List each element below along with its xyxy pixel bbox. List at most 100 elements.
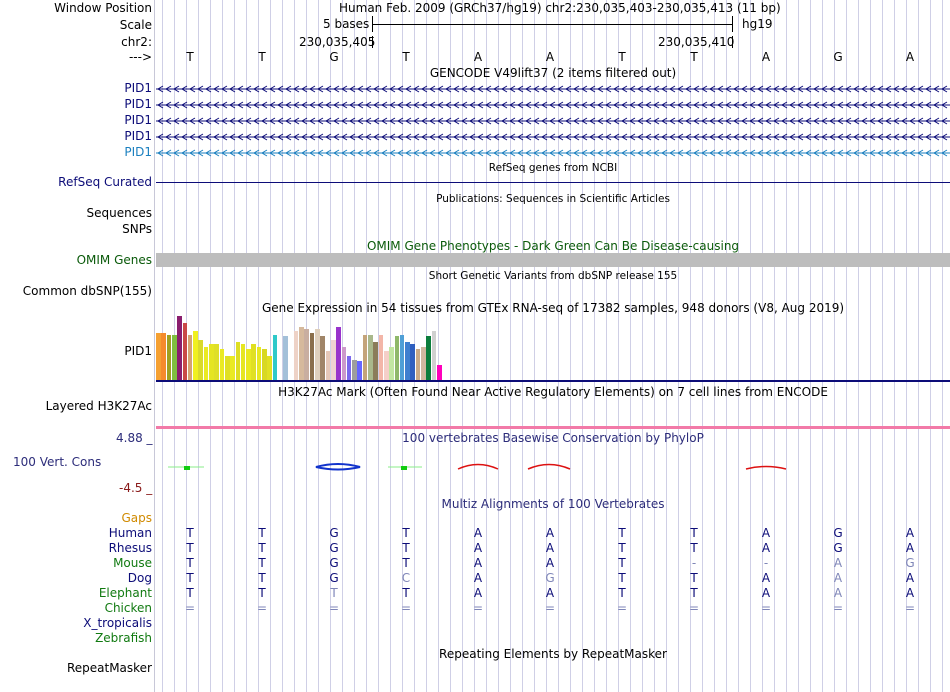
multiz-species-label[interactable]: Mouse	[113, 556, 152, 570]
gtex-tissue-bar[interactable]	[198, 340, 204, 380]
gtex-tissue-bar[interactable]	[267, 356, 272, 380]
assembly-position-text[interactable]: Human Feb. 2009 (GRCh37/hg19) chr2:230,0…	[339, 1, 781, 15]
strand-chevron	[821, 85, 828, 93]
gencode-gene-label[interactable]: PID1	[124, 129, 152, 143]
omim-label[interactable]: OMIM Genes	[76, 253, 152, 267]
multiz-species-label[interactable]: X_tropicalis	[83, 616, 152, 630]
gtex-tissue-bar[interactable]	[262, 349, 267, 380]
refseq-label[interactable]: RefSeq Curated	[58, 175, 152, 189]
gencode-title[interactable]: GENCODE V49lift37 (2 items filtered out)	[429, 66, 677, 80]
gtex-tissue-bar[interactable]	[325, 351, 331, 380]
conservation-title[interactable]: 100 vertebrates Basewise Conservation by…	[402, 431, 704, 445]
gtex-tissue-bar[interactable]	[373, 342, 378, 380]
multiz-species-label[interactable]: Chicken	[104, 601, 152, 615]
dbsnp-title[interactable]: Short Genetic Variants from dbSNP releas…	[428, 270, 678, 282]
gtex-tissue-bar[interactable]	[240, 344, 246, 380]
omim-title[interactable]: OMIM Gene Phenotypes - Dark Green Can Be…	[366, 239, 740, 253]
gencode-gene-feature[interactable]	[156, 116, 950, 126]
publications-label[interactable]: Sequences	[86, 206, 152, 220]
gtex-tissue-bar[interactable]	[283, 336, 288, 380]
multiz-title[interactable]: Multiz Alignments of 100 Vertebrates	[441, 497, 665, 511]
gtex-tissue-bar[interactable]	[368, 335, 373, 380]
gtex-tissue-bar[interactable]	[383, 351, 389, 380]
gtex-tissue-bar[interactable]	[187, 335, 193, 380]
gtex-tissue-bar[interactable]	[315, 329, 320, 380]
gtex-tissue-bar[interactable]	[166, 335, 172, 380]
gtex-tissue-bar[interactable]	[330, 340, 336, 380]
gencode-gene-feature[interactable]	[156, 148, 950, 158]
gtex-tissue-bar[interactable]	[357, 361, 363, 380]
gtex-tissue-bar[interactable]	[346, 356, 352, 380]
multiz-species-label[interactable]: Rhesus	[108, 541, 152, 555]
h3k27ac-title[interactable]: H3K27Ac Mark (Often Found Near Active Re…	[278, 385, 828, 399]
gtex-tissue-bar[interactable]	[309, 333, 315, 380]
gtex-tissue-bar[interactable]	[436, 365, 442, 380]
gencode-gene-label[interactable]: PID1	[124, 81, 152, 95]
strand-chevron	[517, 117, 524, 125]
omim-gene-bar[interactable]	[156, 253, 950, 267]
multiz-species-label[interactable]: Dog	[127, 571, 152, 585]
gtex-tissue-bar[interactable]	[405, 342, 410, 380]
gtex-tissue-bar[interactable]	[410, 344, 416, 380]
gtex-tissue-bar[interactable]	[352, 360, 357, 380]
repeatmasker-title[interactable]: Repeating Elements by RepeatMasker	[439, 647, 667, 661]
gtex-tissue-bar[interactable]	[246, 349, 251, 380]
gencode-gene-feature[interactable]	[156, 132, 950, 142]
h3k27ac-label[interactable]: Layered H3K27Ac	[45, 399, 152, 413]
gtex-tissue-bar[interactable]	[272, 335, 278, 380]
gtex-tissue-bar[interactable]	[209, 344, 214, 380]
gtex-tissue-bar[interactable]	[421, 347, 426, 380]
gtex-tissue-bar[interactable]	[293, 331, 299, 380]
strand-chevron	[693, 149, 700, 157]
gencode-gene-feature[interactable]	[156, 100, 950, 110]
gtex-tissue-bar[interactable]	[389, 347, 394, 380]
snps-label[interactable]: SNPs	[122, 222, 152, 236]
gtex-tissue-bar[interactable]	[320, 336, 325, 380]
gtex-tissue-bar[interactable]	[156, 333, 161, 380]
gtex-tissue-bar[interactable]	[304, 329, 310, 380]
gtex-tissue-bar[interactable]	[193, 331, 198, 380]
refseq-title[interactable]: RefSeq genes from NCBI	[488, 162, 618, 174]
conservation-wiggle[interactable]	[156, 455, 950, 480]
gtex-tissue-bar[interactable]	[203, 347, 209, 380]
gencode-gene-label[interactable]: PID1	[124, 97, 152, 111]
gtex-tissue-bar[interactable]	[251, 344, 257, 380]
strand-chevron	[557, 149, 564, 157]
refseq-gene-line[interactable]	[156, 182, 950, 183]
gtex-tissue-bar[interactable]	[230, 356, 235, 380]
publications-title[interactable]: Publications: Sequences in Scientific Ar…	[436, 193, 670, 205]
gtex-tissue-bar[interactable]	[214, 344, 219, 380]
gtex-tissue-bar[interactable]	[224, 356, 230, 380]
gtex-tissue-bar[interactable]	[394, 336, 400, 380]
gtex-tissue-bar[interactable]	[256, 347, 262, 380]
gtex-tissue-bar[interactable]	[182, 323, 188, 380]
gtex-tissue-bar[interactable]	[219, 349, 225, 380]
gencode-gene-feature[interactable]	[156, 84, 950, 94]
conservation-label[interactable]: 100 Vert. Cons	[13, 455, 102, 469]
dbsnp-label[interactable]: Common dbSNP(155)	[22, 284, 152, 298]
gtex-tissue-bar[interactable]	[177, 316, 182, 380]
gtex-tissue-bar[interactable]	[336, 327, 341, 380]
strand-chevron	[797, 149, 804, 157]
gtex-label[interactable]: PID1	[124, 344, 152, 358]
multiz-species-label[interactable]: Zebrafish	[95, 631, 152, 645]
gencode-gene-label[interactable]: PID1	[124, 145, 152, 159]
gtex-tissue-bar[interactable]	[235, 342, 241, 380]
repeatmasker-label[interactable]: RepeatMasker	[66, 661, 152, 675]
multiz-species-label[interactable]: Elephant	[98, 586, 152, 600]
gtex-tissue-bar[interactable]	[378, 335, 384, 380]
gtex-tissue-bar[interactable]	[431, 331, 437, 380]
strand-chevron	[237, 117, 244, 125]
gtex-title[interactable]: Gene Expression in 54 tissues from GTEx …	[261, 301, 845, 315]
multiz-species-label[interactable]: Human	[108, 526, 152, 540]
gtex-tissue-bar[interactable]	[399, 335, 405, 380]
gtex-bar-chart[interactable]	[156, 316, 556, 380]
gtex-tissue-bar[interactable]	[415, 349, 421, 380]
gtex-tissue-bar[interactable]	[161, 333, 166, 380]
gtex-tissue-bar[interactable]	[171, 335, 177, 380]
gtex-tissue-bar[interactable]	[426, 336, 431, 380]
gencode-gene-label[interactable]: PID1	[124, 113, 152, 127]
gtex-tissue-bar[interactable]	[362, 335, 368, 380]
gtex-tissue-bar[interactable]	[341, 347, 347, 380]
gtex-tissue-bar[interactable]	[299, 327, 304, 380]
